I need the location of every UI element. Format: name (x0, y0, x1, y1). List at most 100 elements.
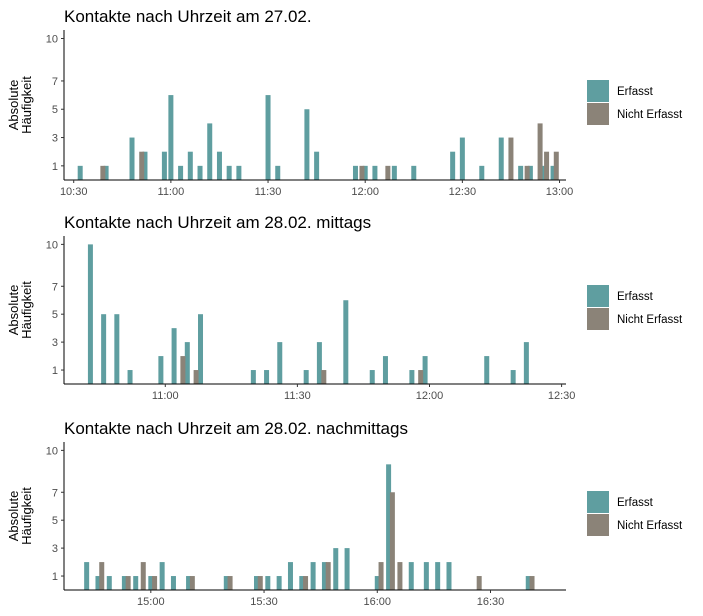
bar-erfasst (254, 576, 259, 590)
bar-erfasst (95, 576, 101, 590)
bar-erfasst (386, 464, 392, 590)
x-tick-label: 10:30 (60, 186, 88, 198)
bar-erfasst (422, 356, 428, 384)
bar-erfasst (223, 576, 229, 590)
bar-nicht-erfasst (189, 576, 195, 590)
y-tick-label: 10 (46, 239, 58, 251)
bar-erfasst (411, 165, 417, 180)
bar-nicht-erfasst (152, 576, 158, 590)
bar-erfasst (277, 342, 283, 384)
bar-nicht-erfasst (418, 370, 424, 384)
y-tick-label: 7 (52, 76, 58, 88)
bar-erfasst (523, 342, 529, 384)
bar-nicht-erfasst (193, 370, 199, 384)
bar-erfasst (161, 151, 167, 180)
bar-erfasst (236, 165, 242, 180)
bar-erfasst (372, 165, 378, 180)
x-tick-label: 16:00 (364, 596, 392, 608)
bar-erfasst (299, 576, 305, 590)
bar-nicht-erfasst (385, 165, 391, 180)
bar-erfasst (184, 342, 190, 384)
bar-erfasst (207, 123, 213, 180)
bar-erfasst (540, 165, 546, 180)
bar-erfasst (527, 165, 533, 180)
bar-erfasst (374, 576, 380, 590)
bar-nicht-erfasst (100, 165, 106, 180)
bar-erfasst (304, 109, 310, 180)
bar-erfasst (391, 165, 397, 180)
bar-erfasst (525, 576, 531, 590)
y-tick-label: 1 (52, 365, 58, 377)
bar-erfasst (168, 95, 174, 180)
bar-nicht-erfasst (508, 137, 514, 180)
legend-label-erfasst: Erfasst (617, 291, 654, 303)
y-tick-label: 10 (46, 445, 58, 457)
bar-erfasst (276, 576, 282, 590)
bar-erfasst (408, 562, 414, 590)
bar-erfasst (106, 576, 112, 590)
bar-erfasst (187, 151, 193, 180)
bar-erfasst (114, 314, 120, 384)
bar-erfasst (158, 356, 164, 384)
y-tick-label: 3 (52, 133, 58, 145)
bar-erfasst (198, 314, 204, 384)
bar-erfasst (518, 165, 524, 180)
bar-erfasst (265, 576, 271, 590)
legend-swatch-nicht-erfasst (587, 514, 609, 536)
bar-erfasst (459, 137, 465, 180)
legend-swatch-nicht-erfasst (587, 103, 609, 125)
bar-erfasst (435, 562, 441, 590)
x-tick-label: 11:30 (255, 186, 282, 198)
bar-nicht-erfasst (537, 123, 543, 180)
bar-erfasst (133, 576, 139, 590)
bar-erfasst (446, 562, 452, 590)
bar-erfasst (121, 576, 127, 590)
x-tick-label: 11:30 (284, 390, 311, 402)
bar-nicht-erfasst (321, 370, 327, 384)
bar-erfasst (314, 151, 320, 180)
bar-erfasst (170, 576, 176, 590)
bar-nicht-erfasst (544, 151, 550, 180)
bar-nicht-erfasst (227, 576, 233, 590)
bar-nicht-erfasst (476, 576, 482, 590)
bar-erfasst (310, 562, 316, 590)
bar-erfasst (159, 562, 165, 590)
y-axis-title: AbsoluteHäufigkeit (6, 487, 34, 545)
bar-nicht-erfasst (140, 562, 146, 590)
bar-erfasst (344, 548, 350, 590)
bar-erfasst (498, 137, 504, 180)
bar-erfasst (450, 151, 456, 180)
bar-erfasst (129, 137, 135, 180)
bar-nicht-erfasst (397, 562, 403, 590)
y-axis-title: AbsoluteHäufigkeit (6, 76, 34, 134)
bar-erfasst (103, 165, 109, 180)
y-tick-label: 7 (52, 281, 58, 293)
bar-nicht-erfasst (359, 165, 365, 180)
bar-erfasst (369, 370, 375, 384)
bar-nicht-erfasst (325, 562, 331, 590)
y-tick-label: 3 (52, 543, 58, 555)
bar-erfasst (550, 165, 556, 180)
bar-nicht-erfasst (180, 356, 186, 384)
x-tick-label: 15:30 (250, 596, 278, 608)
bar-erfasst (343, 300, 349, 384)
bar-erfasst (186, 576, 192, 590)
x-tick-label: 12:30 (548, 390, 576, 402)
chart-panel-27-02: Kontakte nach Uhrzeit am 27.02. AbsoluteH… (6, 7, 683, 198)
bar-nicht-erfasst (257, 576, 263, 590)
bar-erfasst (382, 356, 388, 384)
bar-nicht-erfasst (303, 576, 309, 590)
bar-erfasst (250, 370, 256, 384)
legend-label-erfasst: Erfasst (617, 86, 654, 98)
legend-label-nicht-erfasst: Nicht Erfasst (617, 109, 683, 121)
legend-label-nicht-erfasst: Nicht Erfasst (617, 314, 683, 326)
bar-erfasst (178, 165, 184, 180)
bar-nicht-erfasst (389, 492, 395, 590)
y-tick-label: 3 (52, 337, 58, 349)
x-tick-label: 16:30 (477, 596, 505, 608)
legend-swatch-erfasst (587, 491, 609, 513)
bar-erfasst (423, 562, 429, 590)
bar-erfasst (226, 165, 232, 180)
y-tick-label: 5 (52, 309, 58, 321)
bar-erfasst (197, 165, 203, 180)
